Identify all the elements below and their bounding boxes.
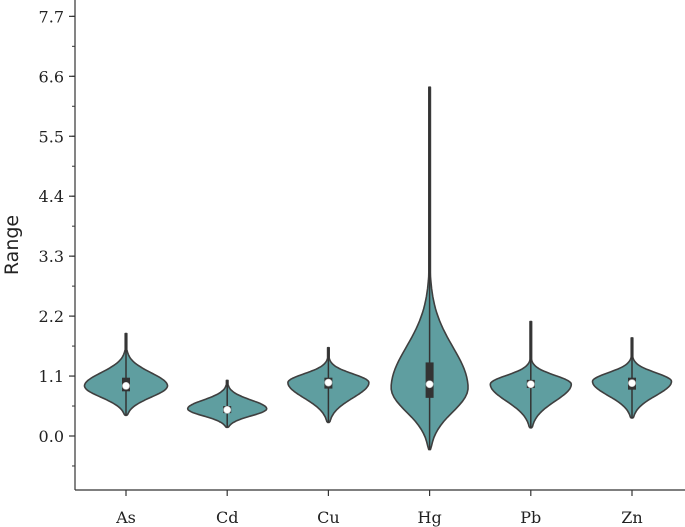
- violin-group: [83, 86, 673, 451]
- y-tick-label: 0.0: [39, 427, 64, 446]
- median-point-cu: [324, 378, 333, 387]
- y-tick-label: 2.2: [39, 307, 64, 326]
- iqr-box-hg: [425, 362, 434, 398]
- x-tick-label-cd: Cd: [216, 508, 238, 527]
- y-axis-title: Range: [1, 215, 23, 275]
- y-tick-label: 1.1: [39, 367, 64, 386]
- median-point-as: [122, 381, 130, 390]
- x-tick-label-cu: Cu: [317, 508, 340, 527]
- y-tick-label: 6.6: [39, 67, 64, 86]
- median-point-hg: [425, 380, 434, 389]
- axes: 0.0 1.1 2.2 3.3 4.4 5.5 6.6 7.7 As Cd Cu Hg Pb Zn: [39, 0, 685, 527]
- y-tick-label: 3.3: [39, 247, 64, 266]
- y-tick-label: 4.4: [39, 187, 64, 206]
- median-point-pb: [526, 380, 535, 389]
- x-tick-label-pb: Pb: [520, 508, 541, 527]
- median-point-zn: [628, 379, 636, 388]
- median-point-cd: [223, 405, 232, 414]
- y-tick-label: 7.7: [39, 7, 64, 26]
- y-tick-label: 5.5: [39, 127, 64, 146]
- x-tick-label-hg: Hg: [417, 508, 441, 527]
- x-tick-label-as: As: [115, 508, 136, 527]
- x-tick-label-zn: Zn: [621, 508, 642, 527]
